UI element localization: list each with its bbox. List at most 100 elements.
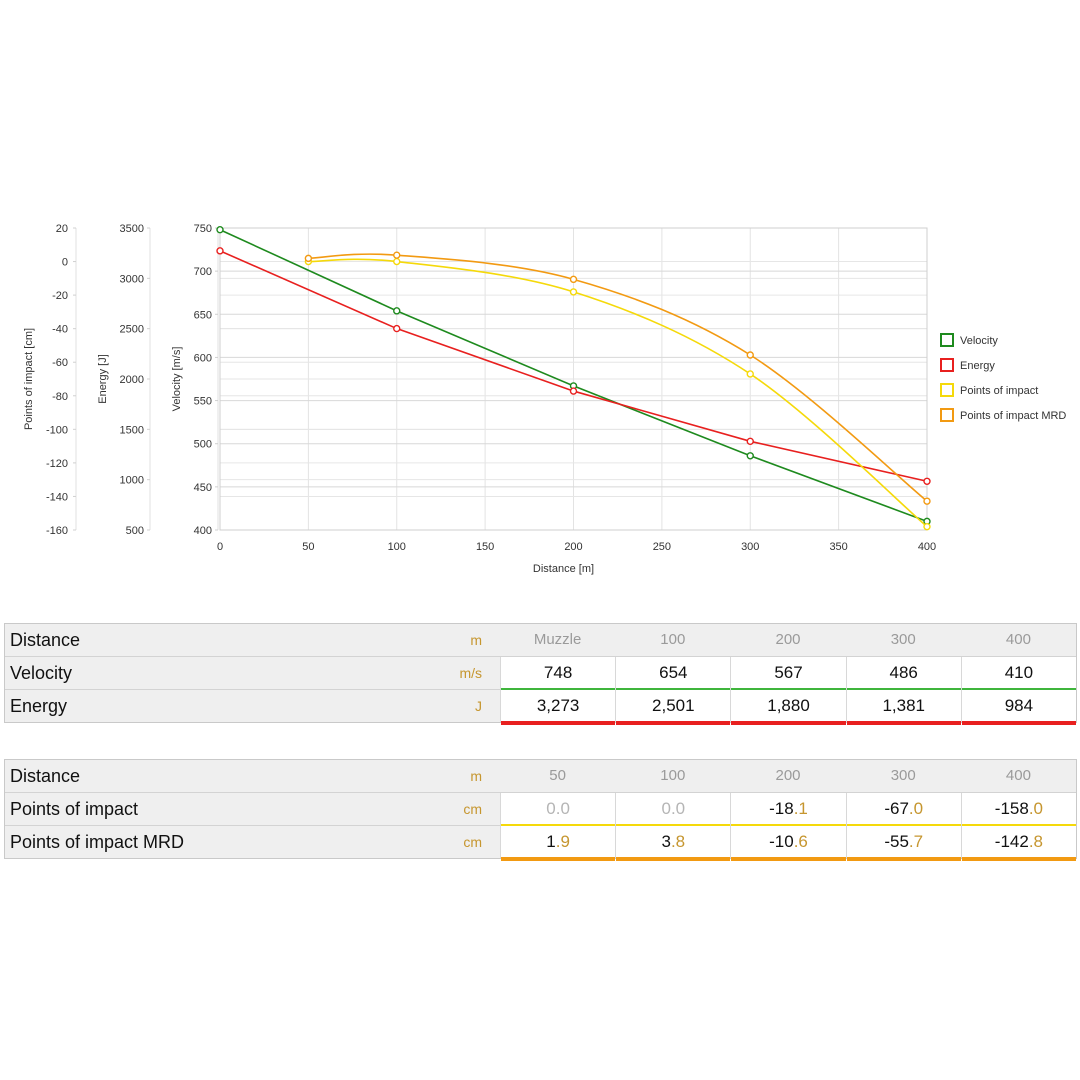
row-unit: J <box>475 698 482 714</box>
x-tick-label: 50 <box>302 541 314 553</box>
row-label: Points of impact <box>10 799 139 819</box>
y-tick-label: 500 <box>126 525 144 537</box>
table-cell: 100 <box>660 631 686 648</box>
legend-label: Velocity <box>960 335 998 347</box>
y-tick-label: 1500 <box>120 424 144 436</box>
row-unit: cm <box>463 834 482 850</box>
cell-value: 567 <box>774 663 803 682</box>
value-integer: -142 <box>994 832 1029 851</box>
table-row: Distance m Muzzle 100 200 300 400 <box>5 624 1076 657</box>
y-tick-label: 400 <box>194 525 212 537</box>
series-point <box>304 254 313 263</box>
cell-value: 1,381 <box>882 696 925 715</box>
value-decimal: .0 <box>1028 799 1044 818</box>
cell-value: 3.8 <box>661 832 685 851</box>
table-cell: -10.6 <box>730 826 846 861</box>
value-integer: -158 <box>994 799 1029 818</box>
series-point <box>569 275 578 284</box>
value-integer: -10 <box>769 832 794 851</box>
series-point <box>746 351 754 359</box>
cell-value: -10.6 <box>769 832 808 851</box>
series-point <box>393 324 401 333</box>
value-decimal: .8 <box>1028 832 1044 851</box>
table-cell: 654 <box>615 657 731 692</box>
row-unit: cm <box>463 801 482 817</box>
y-tick-label: -20 <box>52 290 68 302</box>
series-bar <box>731 857 846 861</box>
y-axis-title: Points of impact [cm] <box>23 328 35 430</box>
y-tick-label: 650 <box>194 309 212 321</box>
value-decimal: .0 <box>555 799 570 818</box>
cell-value: -67.0 <box>884 799 923 818</box>
value-integer: 3 <box>661 832 671 851</box>
table-cell: 300 <box>890 631 916 648</box>
cell-value: 0.0 <box>546 799 570 818</box>
series-bar <box>616 721 731 725</box>
legend-swatch <box>940 383 954 397</box>
series-point <box>393 257 401 266</box>
y-tick-label: 500 <box>194 439 212 451</box>
value-integer: -67 <box>884 799 909 818</box>
series-point <box>923 522 931 531</box>
series-point <box>746 370 754 378</box>
cell-value: 410 <box>1004 663 1034 682</box>
ballistics-chart: 20 0 -20 -40 -60 -80 -100 -120 -140 -160 Points of… <box>0 200 1080 600</box>
table-cell: 984 <box>960 690 1077 725</box>
row-unit: m <box>470 768 482 784</box>
cell-value: -55.7 <box>884 832 923 851</box>
y-tick-label: 450 <box>194 482 212 494</box>
row-unit: m <box>470 632 482 648</box>
series-bar <box>501 857 616 861</box>
row-label: Velocity <box>10 663 73 683</box>
table-cell: 0.0 <box>500 793 616 828</box>
table-cell: 0.0 <box>615 793 731 828</box>
series-bar <box>731 721 846 725</box>
series-point <box>216 226 224 234</box>
legend-swatch <box>940 333 954 347</box>
table-cell: 2,501 <box>615 690 731 725</box>
series-line <box>308 258 928 528</box>
legend-label: Points of impact <box>960 385 1038 397</box>
series-bar <box>501 721 616 725</box>
x-tick-label: 250 <box>653 541 671 553</box>
series-point <box>393 251 401 259</box>
plot-frame <box>219 227 928 531</box>
value-decimal: .0 <box>670 799 686 818</box>
table-cell: -18.1 <box>730 793 846 828</box>
cell-value: 3,273 <box>536 696 580 715</box>
value-integer: 0 <box>661 799 671 818</box>
x-axis-title: Distance [m] <box>533 563 594 575</box>
value-integer: -55 <box>884 832 909 851</box>
cell-value: 748 <box>543 663 573 682</box>
value-decimal: .8 <box>670 832 686 851</box>
table-cell: 400 <box>1005 767 1031 784</box>
table-row: Energy J 3,273 2,501 1,880 1,381 984 <box>5 690 1077 725</box>
table-cell: 1,381 <box>845 690 961 725</box>
row-unit: m/s <box>459 665 482 681</box>
series-point <box>216 247 224 255</box>
series-bar <box>846 721 961 725</box>
table-cell: 3.8 <box>615 826 731 861</box>
y-tick-label: 3500 <box>120 223 144 235</box>
x-tick-label: 400 <box>918 541 936 553</box>
y-tick-label: 600 <box>194 352 212 364</box>
legend-label: Energy <box>960 360 995 372</box>
legend-swatch <box>940 408 954 422</box>
series-bar <box>961 857 1077 861</box>
series-bar <box>961 721 1077 725</box>
series-bar <box>846 857 961 861</box>
table-cell: 200 <box>775 767 801 784</box>
series-line <box>308 253 928 502</box>
table-cell: 100 <box>660 767 686 784</box>
y-tick-label: -160 <box>46 525 68 537</box>
velocity-energy-table: Distance m Muzzle 100 200 300 400 Veloci… <box>4 623 1077 725</box>
y-tick-label: 2500 <box>120 324 144 336</box>
y-axis-title: Energy [J] <box>97 354 109 404</box>
row-label: Distance <box>10 630 81 650</box>
legend-label: Points of impact MRD <box>960 410 1066 422</box>
table-row: Velocity m/s 748 654 567 486 410 <box>5 657 1077 692</box>
row-label: Points of impact MRD <box>10 832 185 852</box>
table-cell: -67.0 <box>845 793 961 828</box>
table-cell: 410 <box>960 657 1077 692</box>
